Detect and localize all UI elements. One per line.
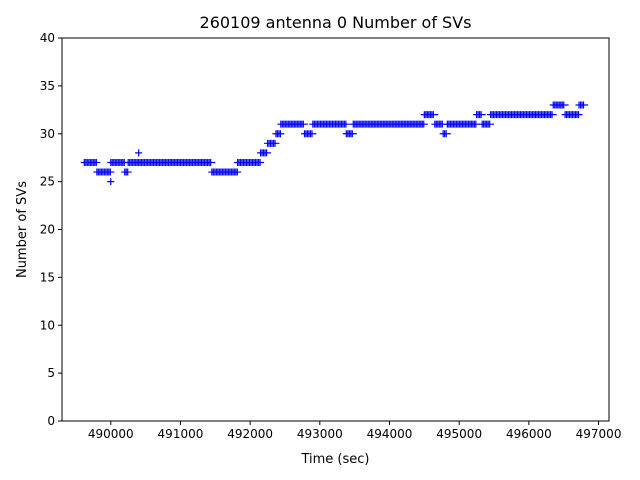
y-tick-label: 15 (40, 270, 55, 284)
data-point-markers (208, 168, 242, 176)
x-tick-label: 496000 (506, 427, 552, 441)
data-series-run (93, 168, 115, 176)
plot-area (62, 38, 609, 421)
data-point-markers (107, 178, 115, 186)
y-tick-label: 30 (40, 127, 55, 141)
y-axis-ticks: 0 5 10 15 20 25 30 35 40 (40, 31, 62, 428)
data-series-run (121, 168, 132, 176)
data-point-markers (264, 139, 280, 147)
data-series-run (257, 149, 272, 157)
data-point-markers (439, 130, 451, 138)
data-points (80, 101, 589, 186)
data-point-markers (277, 120, 308, 128)
data-point-markers (309, 120, 350, 128)
y-axis-label: Number of SVs (15, 181, 30, 278)
data-point-markers (93, 168, 115, 176)
data-series-run (309, 120, 350, 128)
data-series-run (420, 111, 439, 119)
data-series-run (264, 139, 280, 147)
x-tick-label: 491000 (158, 427, 204, 441)
data-point-markers (272, 130, 285, 138)
data-point-markers (420, 111, 439, 119)
x-axis-label: Time (sec) (300, 452, 369, 467)
x-tick-label: 493000 (297, 427, 343, 441)
data-point-markers (342, 130, 357, 138)
data-series-run (234, 158, 265, 166)
data-point-markers (257, 149, 272, 157)
x-tick-label: 492000 (227, 427, 273, 441)
data-series-run (107, 178, 115, 186)
data-point-markers (107, 158, 129, 166)
y-tick-label: 5 (47, 366, 55, 380)
data-point-markers (575, 101, 589, 109)
data-series-run (80, 158, 101, 166)
data-point-markers (135, 149, 143, 157)
x-tick-label: 495000 (436, 427, 482, 441)
y-tick-label: 10 (40, 318, 55, 332)
data-series-run (439, 130, 451, 138)
data-point-markers (549, 101, 569, 109)
y-tick-label: 20 (40, 223, 55, 237)
data-series-run (135, 158, 216, 166)
data-series-run (561, 111, 583, 119)
y-tick-label: 25 (40, 175, 55, 189)
x-tick-label: 494000 (367, 427, 413, 441)
data-series-run (342, 130, 357, 138)
data-point-markers (80, 158, 101, 166)
y-tick-label: 0 (47, 414, 55, 428)
x-axis-ticks: 490000 491000 492000 493000 494000 495000 4960… (88, 421, 622, 441)
data-series-run (107, 158, 129, 166)
data-series-run (300, 130, 317, 138)
data-point-markers (349, 120, 428, 128)
data-point-markers (561, 111, 583, 119)
y-tick-label: 35 (40, 79, 55, 93)
data-point-markers (473, 111, 486, 119)
data-series-run (349, 120, 428, 128)
chart-title: 260109 antenna 0 Number of SVs (200, 13, 472, 32)
data-point-markers (487, 111, 557, 119)
data-point-markers (478, 120, 495, 128)
data-series-run (478, 120, 495, 128)
data-series-run (272, 130, 285, 138)
data-point-markers (431, 120, 447, 128)
y-tick-label: 40 (40, 31, 55, 45)
x-tick-label: 490000 (88, 427, 134, 441)
x-tick-label: 497000 (576, 427, 622, 441)
data-series-run (208, 168, 242, 176)
plot-frame (61, 37, 610, 422)
data-point-markers (135, 158, 216, 166)
data-series-run (549, 101, 569, 109)
data-point-markers (443, 120, 481, 128)
data-point-markers (300, 130, 317, 138)
data-series-run (443, 120, 481, 128)
data-series-run (431, 120, 447, 128)
data-series-run (487, 111, 557, 119)
data-point-markers (234, 158, 265, 166)
data-series-run (135, 149, 143, 157)
data-point-markers (121, 168, 132, 176)
data-series-run (277, 120, 308, 128)
data-series-run (575, 101, 589, 109)
data-series-run (473, 111, 486, 119)
